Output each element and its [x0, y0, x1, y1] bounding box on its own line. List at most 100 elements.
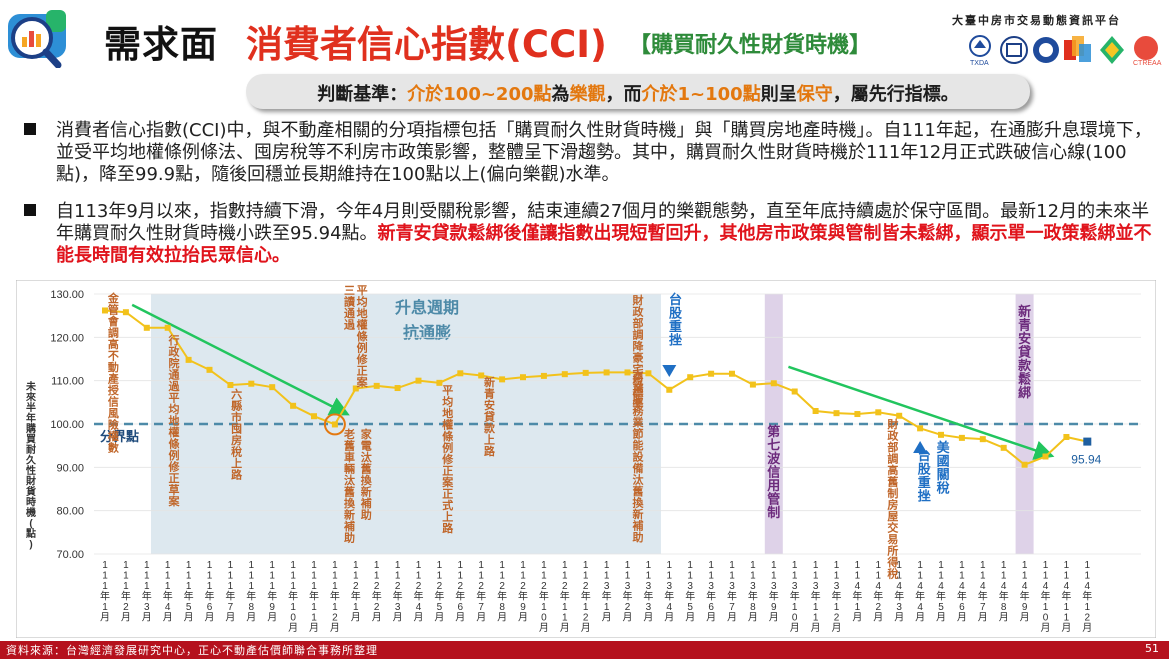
annotation-char: 式: [442, 498, 453, 512]
annotation-char: 稅: [231, 445, 242, 459]
x-tick-char: 月: [748, 612, 758, 624]
x-tick-char: 3: [646, 602, 652, 613]
x-tick-char: 7: [980, 602, 986, 613]
x-tick-char: 3: [144, 602, 150, 613]
annotation-char: 條: [168, 437, 180, 451]
annotation-char: 股: [918, 462, 931, 477]
data-point: [248, 380, 255, 387]
data-point: [729, 370, 735, 377]
x-tick-char: 4: [959, 581, 965, 592]
x-tick-char: 1: [792, 602, 798, 613]
x-tick-char: 1: [562, 571, 568, 582]
x-tick-char: 1: [499, 560, 505, 571]
x-tick-char: 1: [1064, 571, 1070, 582]
annotation-char: 業: [631, 415, 644, 429]
x-tick-char: 3: [667, 581, 673, 592]
x-tick-char: 月: [142, 612, 152, 624]
x-tick-char: 1: [834, 571, 840, 582]
annotation-char: 務: [632, 404, 644, 418]
annotation-char: 舊: [887, 475, 898, 489]
x-tick-char: 2: [583, 613, 589, 624]
criteria-conservative-word: 保守: [796, 84, 833, 105]
annotation-char: 三: [344, 284, 355, 297]
x-tick-char: 月: [811, 622, 821, 634]
x-tick-char: 年: [121, 590, 131, 603]
x-tick-char: 1: [249, 571, 255, 582]
logo-icon: [8, 10, 66, 68]
annotation-char: 路: [231, 468, 243, 482]
x-tick-char: 0: [1043, 613, 1049, 624]
x-tick-char: 1: [917, 560, 923, 571]
data-point: [352, 385, 359, 392]
x-tick-char: 1: [186, 571, 192, 582]
x-tick-char: 年: [142, 590, 152, 603]
criteria-text-part: 則呈: [760, 84, 797, 105]
annotations: 金管會調高不動產授信風險權數行政院通過平均地權條例修正草案六縣市囤房稅上路平均地…: [107, 284, 1032, 581]
y-label-char: 半: [26, 401, 36, 414]
x-tick-char: 1: [123, 581, 129, 592]
criteria-optimistic-word: 樂觀: [569, 84, 606, 105]
annotation-char: 政: [632, 305, 644, 319]
annotation-char: 財: [631, 293, 643, 307]
annotation-char: 政: [887, 429, 899, 443]
x-tick-char: 1: [437, 560, 443, 571]
baseline-label: 分界點: [100, 429, 139, 444]
annotation-char: 舊: [344, 439, 355, 453]
annotation-text: 金管會調高不動產授信風險權數: [107, 291, 120, 455]
annotation-char: 挫: [669, 333, 682, 348]
annotation-char: 能: [632, 438, 643, 452]
annotation-char: 設: [632, 450, 644, 464]
annotation-char: 豪: [632, 351, 643, 365]
data-point: [540, 372, 547, 379]
x-tick-char: 1: [290, 581, 296, 592]
x-tick-char: 1: [855, 571, 861, 582]
y-label-char: 機: [26, 506, 36, 519]
x-tick-char: 年: [205, 590, 215, 603]
x-tick-char: 年: [518, 590, 528, 603]
x-tick-char: 月: [894, 612, 904, 624]
y-label-char: 久: [25, 454, 37, 467]
x-tick-char: 1: [395, 560, 401, 571]
x-tick-char: 2: [1085, 613, 1091, 624]
x-tick-char: 1: [332, 560, 338, 571]
data-point: [645, 370, 652, 377]
x-tick-char: 1: [416, 571, 422, 582]
annotation-char: 權: [108, 429, 119, 443]
criteria-optimistic-range: 介於100~200點: [407, 84, 552, 105]
annotation-char: 挫: [918, 489, 931, 504]
annotation-char: 權: [357, 318, 368, 332]
annotation-char: 草: [168, 483, 179, 497]
bullet-text-normal: 自113年9月以來，指數持續下滑，今年4月則受關稅影響，結束連續27個月的樂觀態…: [56, 201, 1150, 244]
x-tick-char: 4: [917, 581, 923, 592]
data-point: [478, 372, 485, 379]
diamond-logo-icon: [1100, 36, 1124, 64]
y-tick-label: 70.00: [56, 549, 84, 561]
x-tick-char: 1: [938, 560, 944, 571]
x-tick-char: 年: [455, 590, 465, 603]
x-tick-char: 月: [330, 622, 340, 634]
x-tick-char: 1: [311, 613, 317, 624]
x-tick-char: 月: [706, 612, 716, 624]
series-line: [104, 309, 1088, 466]
data-point-last: [1083, 437, 1092, 446]
annotation-char: 通: [344, 307, 355, 320]
annotation-char: 電: [361, 440, 372, 453]
bullet-text: 自113年9月以來，指數持續下滑，今年4月則受關稅影響，結束連續27個月的樂觀態…: [56, 201, 1154, 267]
svg-text:CTREAA: CTREAA: [1133, 60, 1162, 67]
data-point: [666, 386, 673, 393]
y-tick-label: 90.00: [56, 462, 84, 474]
x-tick-char: 1: [102, 581, 108, 592]
x-tick-char: 1: [311, 602, 317, 613]
x-tick-char: 1: [708, 571, 714, 582]
criteria-label: 判斷基準：: [317, 84, 408, 105]
